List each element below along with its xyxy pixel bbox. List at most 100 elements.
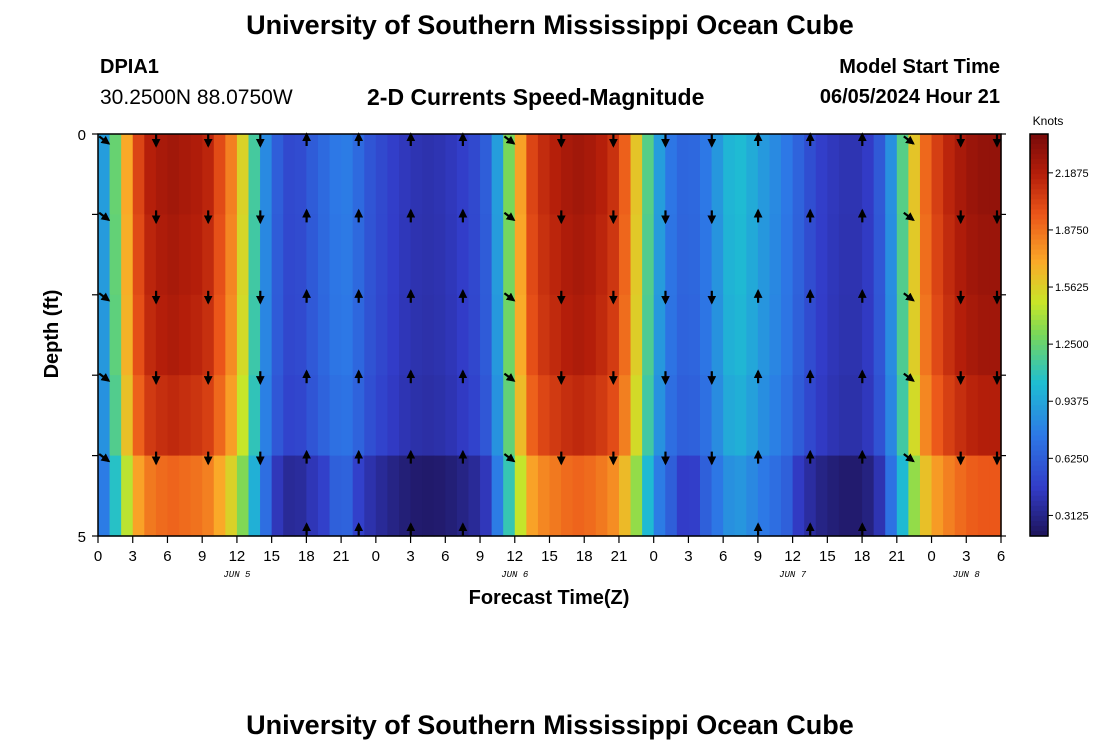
heatmap-cell: [155, 294, 169, 376]
heatmap-cell: [213, 134, 226, 215]
colorbar-tick-label: 0.3125: [1055, 510, 1089, 522]
heatmap-cell: [121, 294, 134, 376]
heatmap-cell: [271, 375, 284, 457]
heatmap-cell: [480, 214, 493, 296]
heatmap-cell: [364, 294, 377, 376]
y-tick-label: 5: [78, 529, 86, 546]
heatmap-cell: [190, 214, 203, 296]
heatmap-cell: [294, 214, 307, 296]
heatmap-cell: [838, 214, 852, 296]
heatmap-cell: [144, 375, 157, 457]
colorbar-segment: [1030, 209, 1048, 215]
heatmap-cell: [653, 375, 666, 457]
heatmap-cell: [792, 134, 805, 215]
heatmap-cell: [167, 455, 180, 537]
heatmap-cell: [445, 455, 458, 537]
heatmap-cell: [781, 134, 794, 215]
heatmap-cell: [584, 375, 597, 457]
x-tick-label: 9: [476, 548, 484, 565]
heatmap-cell: [399, 375, 412, 457]
vector-arrows: [98, 132, 1002, 536]
colorbar-segment: [1030, 475, 1048, 482]
heatmap-cell: [885, 134, 898, 215]
heatmap-cell: [838, 375, 852, 457]
colorbar-segment: [1030, 385, 1048, 391]
colorbar-segment: [1030, 254, 1048, 261]
heatmap-cell: [271, 134, 284, 215]
heatmap-cell: [329, 134, 342, 215]
heatmap-cell: [329, 214, 342, 296]
heatmap-cell: [688, 214, 701, 296]
colorbar-segment: [1030, 134, 1048, 140]
heatmap-cell: [341, 214, 354, 296]
heatmap-cell: [572, 214, 585, 296]
heatmap-cell: [202, 134, 215, 215]
colorbar-segment: [1030, 259, 1048, 266]
heatmap-cell: [723, 134, 736, 215]
colorbar-segment: [1030, 294, 1048, 301]
heatmap-cell: [514, 455, 527, 537]
heatmap-cell: [283, 294, 296, 376]
heatmap-cell: [919, 455, 933, 537]
heatmap-cell: [213, 375, 226, 457]
heatmap-cell: [966, 214, 979, 296]
heatmap-cell: [179, 134, 192, 215]
heatmap-cell: [225, 455, 238, 537]
colorbar-segment: [1030, 420, 1048, 427]
colorbar-segment: [1030, 510, 1048, 517]
heatmap-cell: [885, 214, 898, 296]
heatmap-cell: [711, 214, 724, 296]
heatmap-cell: [549, 375, 562, 457]
colorbar-segment: [1030, 229, 1048, 236]
heatmap-cell: [190, 455, 203, 537]
heatmap-cell: [399, 134, 412, 215]
heatmap-cell: [283, 134, 296, 215]
heatmap-cell: [317, 134, 331, 215]
heatmap-cell: [225, 134, 238, 215]
heatmap-cell: [98, 294, 111, 376]
heatmap-cell: [746, 134, 759, 215]
heatmap-cell: [769, 134, 782, 215]
heatmap-cell: [584, 294, 597, 376]
heatmap-cell: [248, 455, 261, 537]
colorbar-segment: [1030, 440, 1048, 447]
colorbar-segment: [1030, 430, 1048, 437]
heatmap-cell: [468, 294, 481, 376]
heatmap-cell: [561, 375, 574, 457]
heatmap-cell: [607, 294, 620, 376]
vector-arrow: [903, 211, 915, 222]
heatmap-cell: [144, 294, 157, 376]
heatmap-cell: [445, 294, 458, 376]
heatmap-cell: [572, 134, 585, 215]
heatmap-cell: [456, 134, 470, 215]
heatmap-cell: [109, 134, 122, 215]
colorbar-segment: [1030, 299, 1048, 306]
heatmap-cell: [827, 214, 840, 296]
colorbar-segment: [1030, 309, 1048, 316]
heatmap-cell: [572, 294, 585, 376]
colorbar-segment: [1030, 224, 1048, 231]
heatmap-cell: [399, 455, 412, 537]
colorbar-segment: [1030, 450, 1048, 457]
colorbar-segment: [1030, 335, 1048, 341]
vector-arrow: [903, 453, 915, 463]
vector-arrow: [903, 372, 915, 382]
footer-title: University of Southern Mississippi Ocean…: [246, 710, 854, 740]
heatmap-cells: [98, 134, 1002, 537]
colorbar-frame: [1029, 133, 1049, 537]
x-axis: 0 3 6 9 12 15 18 21 0 3 6 9 12 15 18 21 0 3 6 9 12 15 18 21 0 3 6 J…: [94, 536, 1005, 580]
heatmap-cell: [757, 375, 771, 457]
heatmap-cell: [225, 214, 238, 296]
heatmap-cell: [618, 134, 632, 215]
heatmap-cell: [537, 455, 551, 537]
station-coordinates: 30.2500N 88.0750W: [100, 86, 293, 109]
heatmap-cell: [260, 214, 273, 296]
heatmap-cell: [549, 294, 562, 376]
x-tick-label: 9: [754, 548, 762, 565]
heatmap-cell: [121, 455, 134, 537]
heatmap-cell: [943, 455, 956, 537]
colorbar-segment: [1030, 530, 1048, 537]
colorbar-segment: [1030, 465, 1048, 472]
heatmap-cell: [225, 375, 238, 457]
heatmap-cell: [653, 455, 666, 537]
